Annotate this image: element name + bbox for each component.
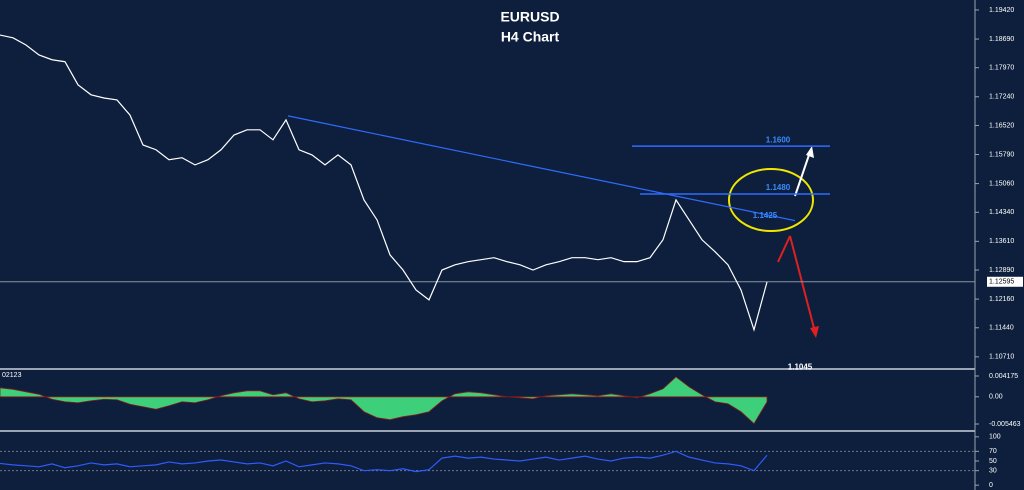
y-tick-label: 1.15790 <box>989 151 1014 158</box>
trendline <box>287 115 796 222</box>
y-tick-label: 1.16520 <box>989 122 1014 129</box>
y-tick-label: 70 <box>989 448 997 455</box>
y-tick-label: 1.17240 <box>989 94 1014 101</box>
y-tick-label: 1.11440 <box>989 325 1014 332</box>
y-tick-label: 0.00 <box>989 394 1003 401</box>
y-tick-label: 1.17970 <box>989 65 1014 72</box>
current-price-label: 1.12595 <box>989 279 1014 286</box>
y-tick-label: 0.004175 <box>989 373 1018 380</box>
y-tick-label: 100 <box>989 434 1001 441</box>
current-price-box <box>987 276 1023 287</box>
y-tick-label: 1.10710 <box>989 354 1014 361</box>
indicator-label: 02123 <box>2 372 22 379</box>
y-tick-label: 1.14340 <box>989 209 1014 216</box>
y-tick-label: -0.005463 <box>989 421 1021 428</box>
histogram-area <box>0 376 768 425</box>
price-line <box>0 34 768 332</box>
y-tick-label: 1.13610 <box>989 238 1014 245</box>
y-tick-label: 1.12890 <box>989 267 1014 274</box>
y-tick-label: 1.18690 <box>989 36 1014 43</box>
chart-title: EURUSD <box>500 9 559 25</box>
y-tick-label: 1.12160 <box>989 296 1014 303</box>
level-label: 1.1600 <box>766 135 791 144</box>
y-tick-label: 0 <box>989 482 993 489</box>
y-tick-label: 1.19420 <box>989 7 1014 14</box>
y-tick-label: 1.15060 <box>989 180 1014 187</box>
annotation-label: 1.1425 <box>753 211 778 220</box>
up-arrow <box>794 146 814 197</box>
price-line <box>0 450 768 473</box>
level-label: 1.1480 <box>766 183 791 192</box>
chart-subtitle: H4 Chart <box>501 29 560 45</box>
down-arrow <box>777 235 819 338</box>
highlight-ellipse <box>728 168 814 232</box>
annotation-label: 1.1045 <box>788 362 813 371</box>
y-tick-label: 50 <box>989 458 997 465</box>
y-tick-label: 30 <box>989 468 997 475</box>
